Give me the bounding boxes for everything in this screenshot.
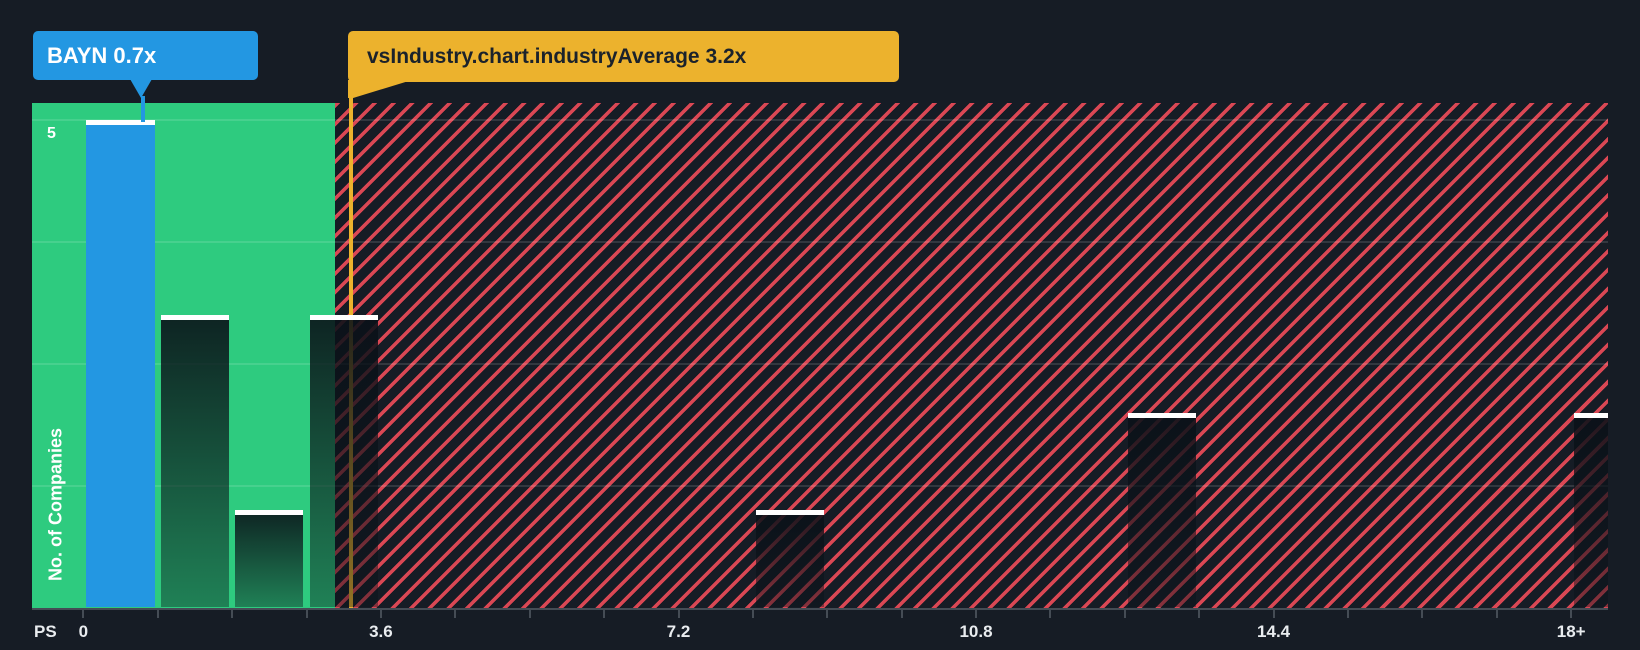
x-axis-tick: [1347, 610, 1349, 618]
industry-tooltip-pointer: [348, 80, 412, 98]
x-axis-tick: [975, 610, 977, 618]
x-axis-label: 18+: [1556, 622, 1586, 641]
company-histogram-bar[interactable]: [86, 120, 155, 607]
y-gridline: [32, 119, 1608, 121]
x-axis-label: 7.2: [666, 622, 691, 641]
company-marker-pointer-line: [141, 96, 145, 122]
company-tooltip-label: BAYN 0.7x: [47, 43, 157, 68]
y-gridline: [32, 241, 1608, 243]
x-axis-tick: [528, 610, 531, 618]
x-axis-tick: [1272, 610, 1275, 618]
bar-top-cap: [235, 510, 304, 516]
y-gridline: [32, 363, 1608, 365]
x-axis-tick: [231, 610, 234, 618]
x-axis-tick: [1123, 610, 1126, 618]
x-axis-tick: [826, 610, 829, 618]
x-axis-line: [32, 608, 1608, 610]
industry-tooltip[interactable]: vsIndustry.chart.industryAverage 3.2x: [348, 31, 899, 82]
histogram-bar[interactable]: [235, 510, 304, 607]
y-axis-tick-label: 5: [47, 125, 56, 142]
histogram-bar[interactable]: [160, 315, 230, 607]
x-axis-tick: [1570, 610, 1573, 618]
bar-top-cap: [160, 315, 230, 321]
y-gridline: [32, 485, 1608, 487]
bar-top-cap: [755, 510, 825, 516]
bar-top-cap: [86, 120, 155, 125]
histogram-bar[interactable]: [1574, 412, 1608, 607]
x-axis-tick: [1049, 610, 1052, 618]
x-axis-tick: [156, 610, 159, 618]
histogram-bar[interactable]: [1127, 412, 1197, 607]
x-axis-tick: [1421, 610, 1424, 618]
x-axis-tick: [379, 610, 382, 618]
x-axis-tick: [677, 610, 680, 618]
above-average-hatch-zone: [335, 103, 1608, 608]
x-axis-tick: [603, 610, 606, 618]
y-axis-title: No. of Companies: [45, 427, 66, 581]
x-axis-tick: [82, 610, 85, 618]
x-axis-label: 0: [78, 622, 89, 641]
company-tooltip-arrow-icon: [130, 79, 152, 98]
x-axis-label: 3.6: [369, 622, 393, 641]
bar-top-cap: [1127, 412, 1197, 418]
histogram-bar[interactable]: [309, 315, 378, 607]
histogram-bar[interactable]: [755, 510, 825, 607]
x-axis-tick: [454, 610, 457, 618]
bar-top-cap: [309, 315, 378, 321]
x-axis-tick: [305, 610, 308, 618]
x-axis-tick: [900, 610, 903, 618]
x-axis-tick: [1198, 610, 1201, 618]
x-axis-tick: [1495, 610, 1498, 618]
bar-top-cap: [1574, 412, 1608, 418]
x-axis-tick: [751, 610, 754, 618]
x-axis-label: 10.8: [959, 622, 993, 641]
x-axis-label: 14.4: [1257, 622, 1291, 641]
industry-tooltip-label: vsIndustry.chart.industryAverage 3.2x: [367, 45, 747, 68]
x-axis-title: PS: [34, 622, 57, 641]
company-tooltip[interactable]: BAYN 0.7x: [33, 31, 258, 98]
